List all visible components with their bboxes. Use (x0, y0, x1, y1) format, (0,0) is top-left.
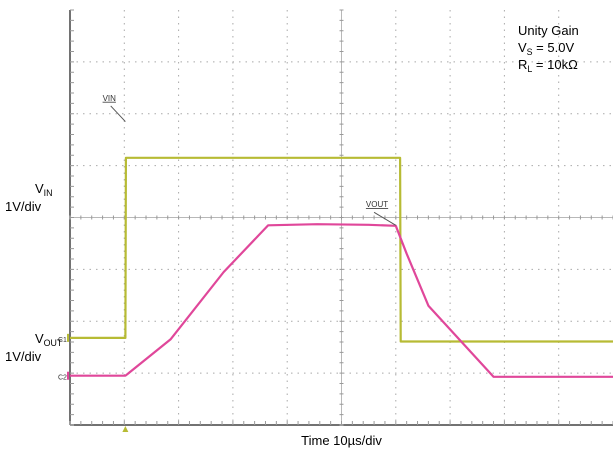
vout-scale: 1V/div (5, 349, 42, 364)
trace-label-vout-leader (373, 211, 397, 226)
trace-vout (70, 223, 613, 378)
vin-scale: 1V/div (5, 199, 42, 214)
channel-marker-label: C1 (58, 337, 67, 344)
chart-grid (69, 9, 613, 432)
annotation-supply-voltage: VS = 5.0V (518, 40, 574, 57)
trace-label-vin-leader (110, 105, 126, 122)
vin-label: VIN (35, 181, 53, 198)
trigger-marker-icon (122, 426, 129, 432)
chart-traces: C1 C2 (58, 156, 613, 382)
annotation-load-resistance: RL = 10kΩ (518, 57, 578, 74)
trace-vin (70, 156, 613, 343)
channel-marker-label: C2 (58, 375, 67, 382)
annotation-unity-gain: Unity Gain (518, 23, 579, 38)
trace-label-vout: VOUT (366, 200, 388, 209)
vout-label: VOUT (35, 331, 63, 348)
x-axis-label: Time 10µs/div (301, 433, 382, 448)
trace-label-vin: VIN (103, 94, 117, 103)
